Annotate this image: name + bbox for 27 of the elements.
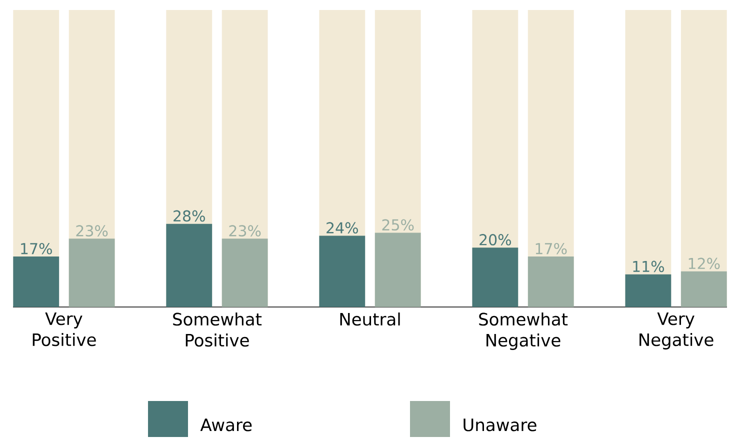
data-label: 17%: [21, 242, 52, 254]
bar: [166, 224, 212, 307]
x-tick-label: Somewhat Positive: [173, 312, 262, 347]
data-label: 23%: [229, 225, 261, 236]
data-label: 11%: [633, 260, 664, 272]
data-label: 23%: [76, 225, 108, 236]
bar: [625, 274, 672, 307]
bar: [472, 248, 518, 307]
bar: [680, 271, 727, 307]
data-label: 25%: [382, 219, 414, 231]
legend-label: Aware: [200, 418, 252, 432]
x-tick-label: Neutral: [340, 312, 400, 326]
bar: [374, 232, 421, 307]
data-label: 12%: [688, 258, 720, 270]
bar: [13, 256, 60, 307]
x-tick-label: Very Negative: [640, 312, 714, 350]
bar: [528, 256, 574, 307]
legend-label: Unaware: [464, 418, 536, 432]
data-label: 17%: [536, 242, 567, 254]
x-tick-label: Very Positive: [32, 312, 96, 346]
bar: [222, 238, 268, 307]
bar: [68, 238, 115, 307]
data-label: 28%: [174, 210, 205, 222]
x-tick-label: Somewhat Negative: [479, 312, 568, 350]
data-label: 24%: [326, 222, 358, 234]
data-label: 20%: [480, 234, 512, 246]
bar: [319, 236, 366, 307]
